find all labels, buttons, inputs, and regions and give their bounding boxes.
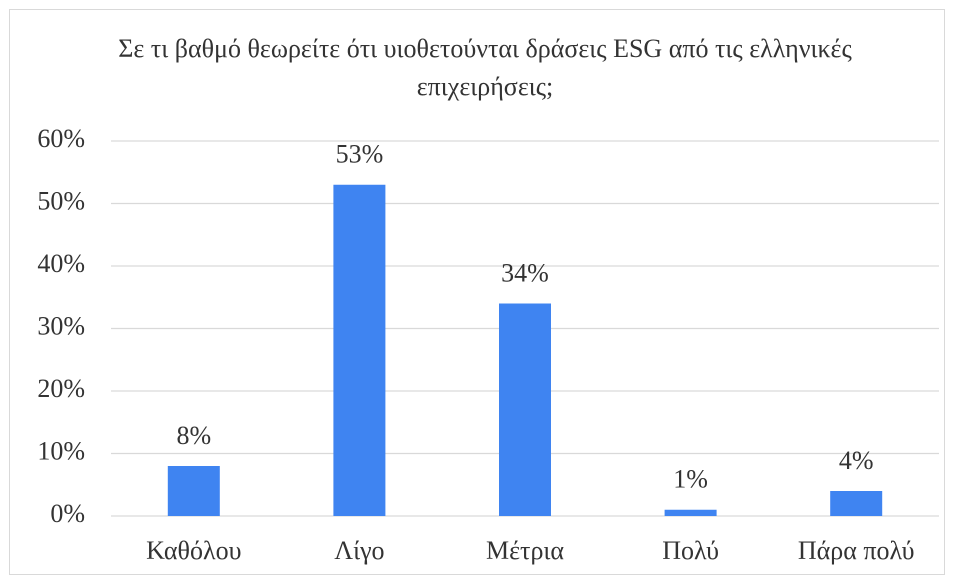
x-tick-label: Πολύ [662, 536, 719, 565]
x-tick-label: Μέτρια [486, 536, 564, 565]
chart-title: Σε τι βαθμό θεωρείτε ότι υιοθετούνται δρ… [118, 34, 852, 101]
chart-frame [9, 9, 945, 575]
y-tick-label: 50% [37, 186, 85, 215]
x-tick-label: Καθόλου [146, 536, 241, 565]
bar [499, 303, 551, 516]
y-tick-label: 30% [37, 311, 85, 340]
data-label: 53% [336, 140, 384, 169]
bar [664, 509, 717, 516]
y-tick-label: 0% [50, 499, 85, 528]
y-tick-label: 40% [37, 249, 85, 278]
x-tick-label: Πάρα πολύ [798, 536, 915, 565]
bar [333, 184, 386, 516]
bar [830, 491, 883, 516]
data-label: 8% [176, 421, 211, 450]
x-tick-label: Λίγο [334, 536, 384, 565]
y-tick-label: 60% [37, 124, 85, 153]
bar [167, 466, 220, 516]
y-tick-label: 20% [37, 374, 85, 403]
data-label: 4% [839, 446, 874, 475]
data-label: 34% [501, 258, 549, 287]
data-label: 1% [673, 465, 708, 494]
y-tick-label: 10% [37, 436, 85, 465]
